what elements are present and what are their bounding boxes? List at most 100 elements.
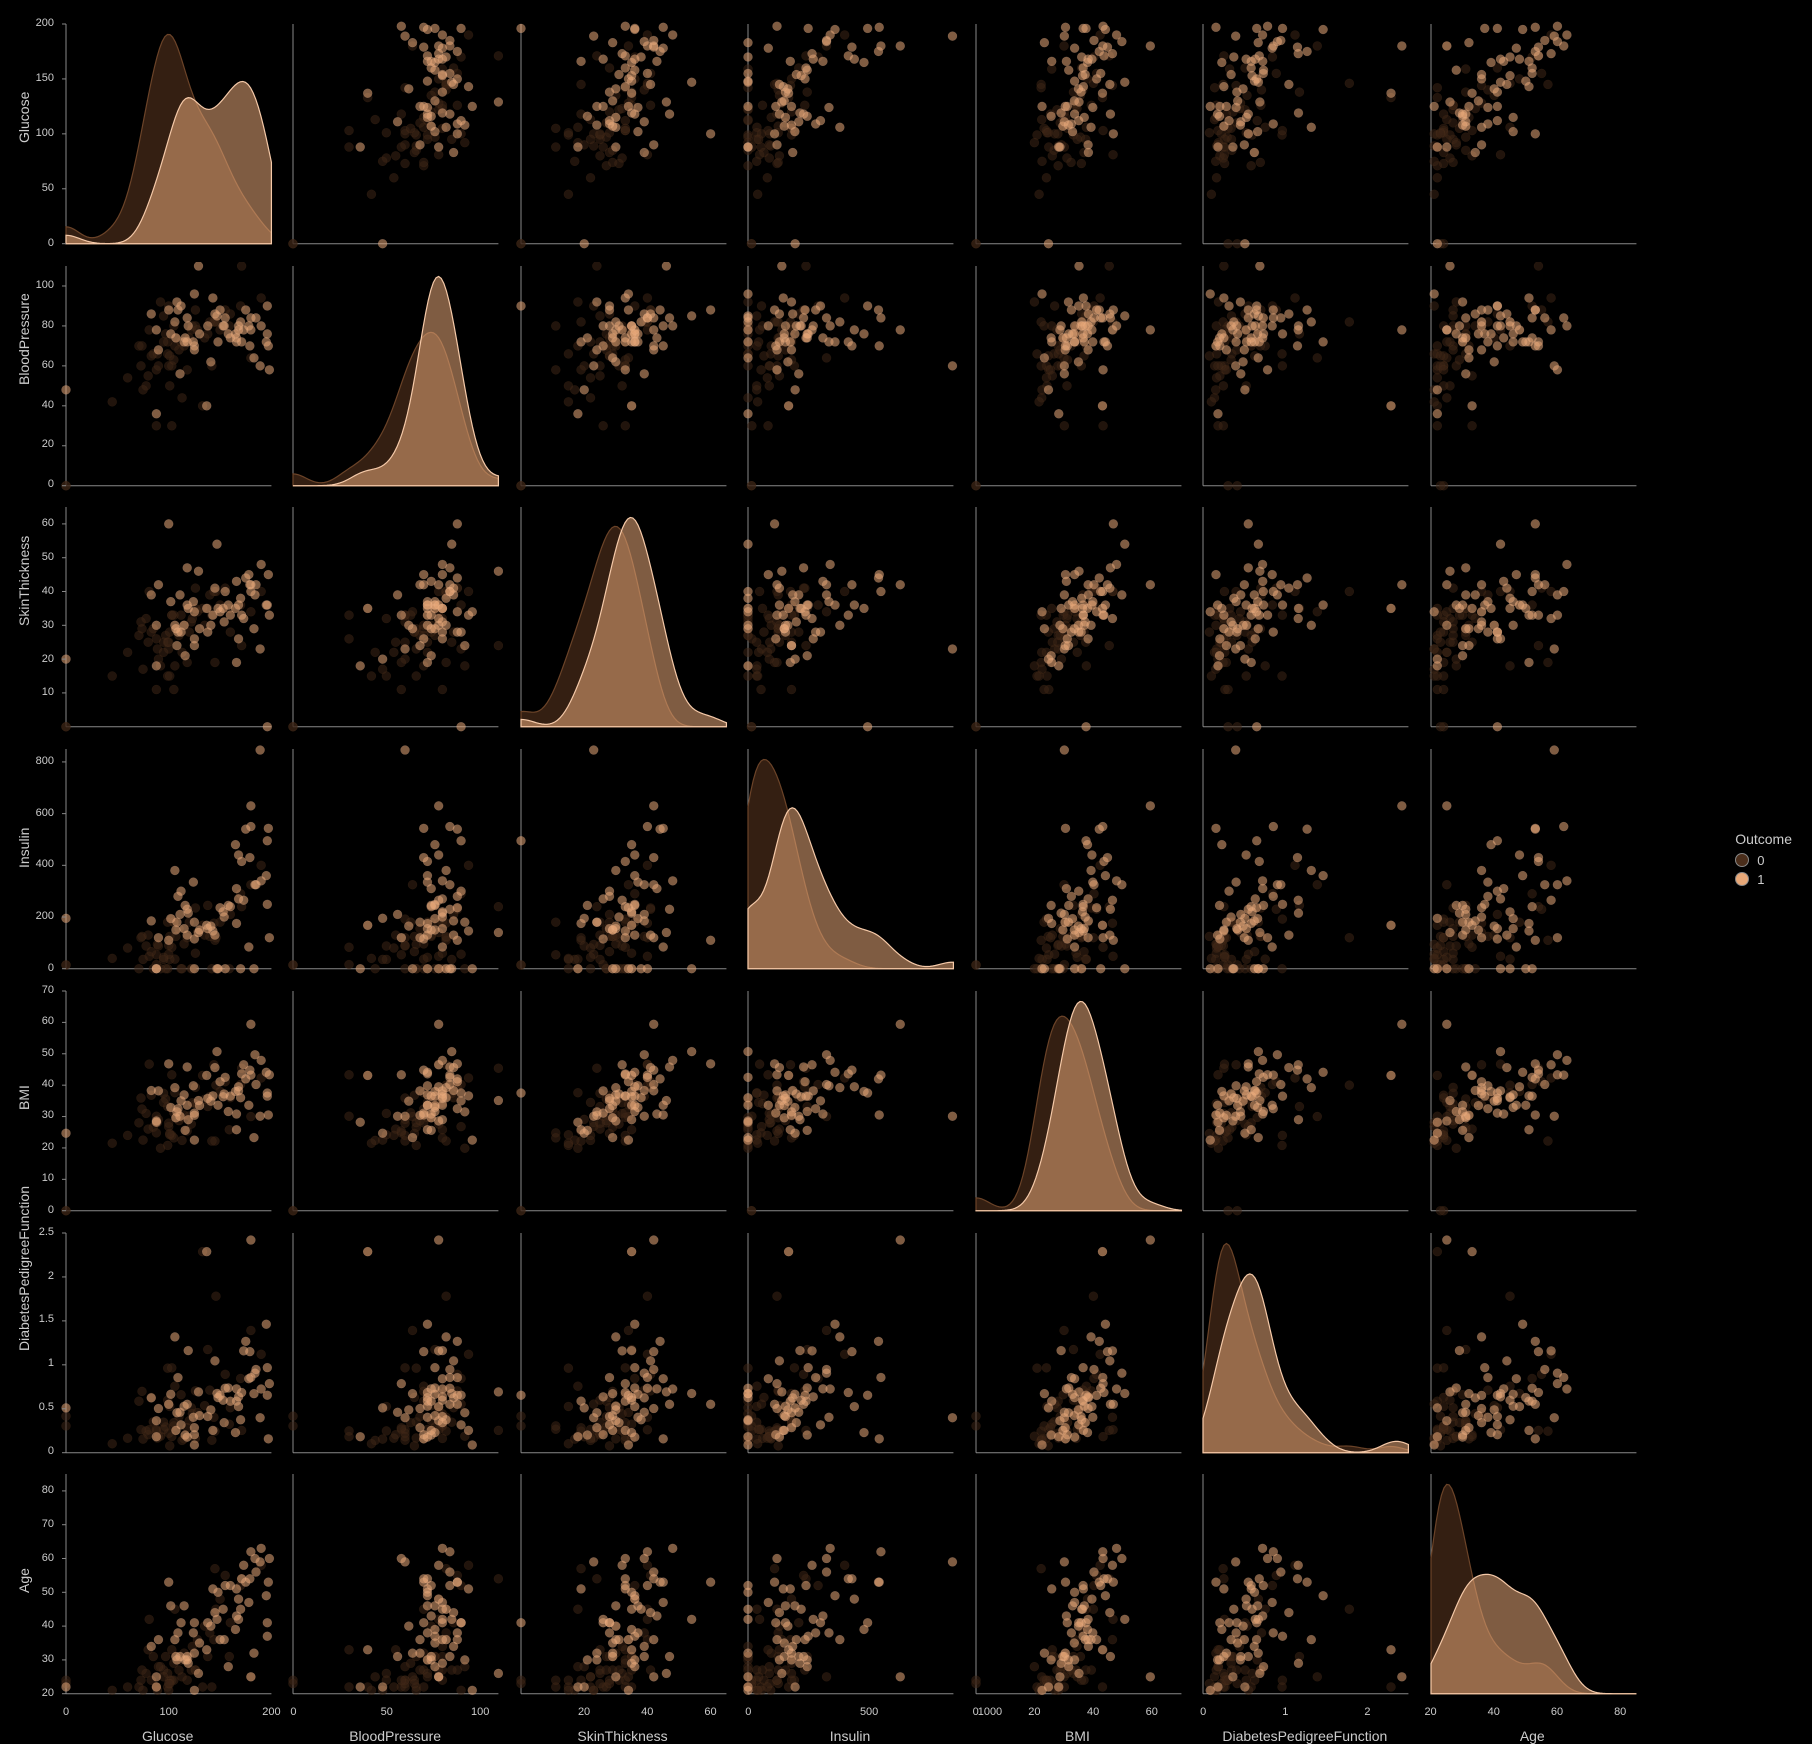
- ytick-label: 50: [14, 182, 54, 194]
- xtick-label: 2: [1347, 1706, 1387, 1718]
- col-label-1: BloodPressure: [295, 1728, 495, 1744]
- col-label-4: BMI: [977, 1728, 1177, 1744]
- ytick-label: 40: [14, 1619, 54, 1631]
- ytick-label: 200: [14, 17, 54, 29]
- ytick-label: 40: [14, 399, 54, 411]
- ytick-label: 600: [14, 807, 54, 819]
- xtick-label: 500: [849, 1706, 889, 1718]
- cell-4-0: [60, 987, 275, 1217]
- cell-0-4: [970, 20, 1185, 250]
- ytick-label: 20: [14, 1141, 54, 1153]
- cell-1-2: [515, 262, 730, 492]
- xtick-label: 50: [367, 1706, 407, 1718]
- cell-2-4: [970, 503, 1185, 733]
- ytick-label: 0: [14, 1445, 54, 1457]
- legend-label: 1: [1757, 872, 1764, 887]
- cell-6-1: [287, 1470, 502, 1700]
- cell-4-4: [970, 987, 1185, 1217]
- cell-3-6: [1425, 745, 1640, 975]
- cell-3-1: [287, 745, 502, 975]
- pairplot-container: Glucose050100150200BloodPressure02040608…: [0, 0, 1812, 1721]
- xtick-label: 20: [564, 1706, 604, 1718]
- legend-swatch: [1735, 872, 1749, 886]
- ytick-label: 10: [14, 686, 54, 698]
- cell-0-6: [1425, 20, 1640, 250]
- cell-0-0: [60, 20, 275, 250]
- legend-items: 01: [1735, 853, 1792, 887]
- cell-2-6: [1425, 503, 1640, 733]
- ytick-label: 0: [14, 478, 54, 490]
- cell-2-0: [60, 503, 275, 733]
- ytick-label: 60: [14, 1552, 54, 1564]
- xtick-label: 0: [956, 1706, 996, 1718]
- cell-5-6: [1425, 1229, 1640, 1459]
- row-label-4: BMI: [16, 1090, 32, 1110]
- legend-item: 1: [1735, 872, 1792, 887]
- ytick-label: 1.5: [14, 1313, 54, 1325]
- cell-4-3: [742, 987, 957, 1217]
- ytick-label: 0: [14, 962, 54, 974]
- cell-0-3: [742, 20, 957, 250]
- legend-title: Outcome: [1735, 831, 1792, 847]
- legend-label: 0: [1757, 853, 1764, 868]
- xtick-label: 100: [460, 1706, 500, 1718]
- ytick-label: 2: [14, 1270, 54, 1282]
- cell-3-2: [515, 745, 730, 975]
- cell-2-5: [1197, 503, 1412, 733]
- cell-5-5: [1197, 1229, 1412, 1459]
- cell-2-1: [287, 503, 502, 733]
- cell-5-1: [287, 1229, 502, 1459]
- ytick-label: 70: [14, 984, 54, 996]
- legend-item: 0: [1735, 853, 1792, 868]
- ytick-label: 400: [14, 858, 54, 870]
- xtick-label: 20: [1411, 1706, 1451, 1718]
- cell-4-6: [1425, 987, 1640, 1217]
- row-label-5: DiabetesPedigreeFunction: [16, 1331, 32, 1351]
- cell-0-2: [515, 20, 730, 250]
- ytick-label: 10: [14, 1172, 54, 1184]
- xtick-label: 0: [728, 1706, 768, 1718]
- ytick-label: 80: [14, 319, 54, 331]
- cell-6-6: [1425, 1470, 1640, 1700]
- ytick-label: 20: [14, 653, 54, 665]
- ytick-label: 150: [14, 72, 54, 84]
- ytick-label: 40: [14, 585, 54, 597]
- ytick-label: 100: [14, 279, 54, 291]
- cell-5-4: [970, 1229, 1185, 1459]
- cell-0-5: [1197, 20, 1412, 250]
- xtick-label: 0: [46, 1706, 86, 1718]
- cell-6-4: [970, 1470, 1185, 1700]
- cell-5-2: [515, 1229, 730, 1459]
- ytick-label: 40: [14, 1078, 54, 1090]
- ytick-label: 60: [14, 359, 54, 371]
- pairplot-grid: [60, 20, 1640, 1700]
- col-label-5: DiabetesPedigreeFunction: [1205, 1728, 1405, 1744]
- xtick-label: 0: [1183, 1706, 1223, 1718]
- cell-6-3: [742, 1470, 957, 1700]
- xtick-label: 80: [1600, 1706, 1640, 1718]
- col-label-6: Age: [1432, 1728, 1632, 1744]
- ytick-label: 2.5: [14, 1226, 54, 1238]
- xtick-label: 1: [1265, 1706, 1305, 1718]
- ytick-label: 60: [14, 517, 54, 529]
- xtick-label: 100: [149, 1706, 189, 1718]
- legend: Outcome 01: [1735, 831, 1792, 891]
- cell-4-5: [1197, 987, 1412, 1217]
- cell-2-3: [742, 503, 957, 733]
- cell-4-1: [287, 987, 502, 1217]
- xtick-label: 60: [1132, 1706, 1172, 1718]
- ytick-label: 20: [14, 1687, 54, 1699]
- ytick-label: 50: [14, 1586, 54, 1598]
- ytick-label: 80: [14, 1484, 54, 1496]
- ytick-label: 30: [14, 619, 54, 631]
- cell-6-0: [60, 1470, 275, 1700]
- ytick-label: 800: [14, 755, 54, 767]
- ytick-label: 1: [14, 1357, 54, 1369]
- col-label-0: Glucose: [68, 1728, 268, 1744]
- cell-5-0: [60, 1229, 275, 1459]
- ytick-label: 20: [14, 438, 54, 450]
- ytick-label: 200: [14, 910, 54, 922]
- cell-6-5: [1197, 1470, 1412, 1700]
- ytick-label: 60: [14, 1015, 54, 1027]
- col-label-3: Insulin: [750, 1728, 950, 1744]
